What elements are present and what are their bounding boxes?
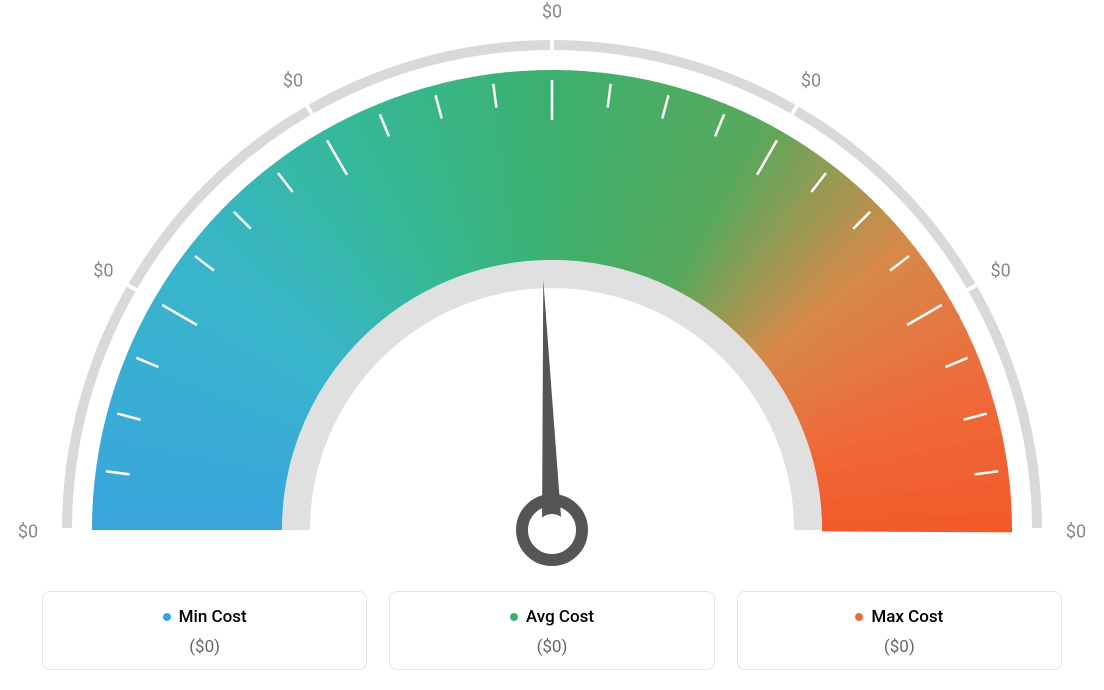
legend-dot-max (855, 613, 863, 621)
gauge-tick-label: $0 (93, 261, 113, 282)
gauge-tick-label: $0 (990, 261, 1010, 282)
legend-value-avg: ($0) (390, 637, 713, 657)
legend-label-max: Max Cost (871, 607, 943, 627)
legend-dot-avg (510, 613, 518, 621)
cost-gauge-chart: $0 $0 $0 $0 $0 $0 $0 Min Cost ($0) Avg Cost ($… (0, 0, 1104, 690)
gauge-area: $0$0$0$0$0$0$0 (42, 20, 1062, 560)
legend-title-avg: Avg Cost (510, 607, 594, 627)
gauge-tick-label: $0 (283, 71, 303, 92)
legend-label-min: Min Cost (179, 607, 247, 627)
gauge-tick-label: $0 (18, 522, 38, 543)
gauge-tick-label: $0 (801, 71, 821, 92)
legend-label-avg: Avg Cost (526, 607, 594, 627)
legend-title-min: Min Cost (163, 607, 247, 627)
legend-value-min: ($0) (43, 637, 366, 657)
legend-card-min: Min Cost ($0) (42, 591, 367, 670)
gauge-tick-label: $0 (1066, 522, 1086, 543)
gauge-tick-label: $0 (542, 2, 562, 23)
legend-dot-min (163, 613, 171, 621)
legend-card-avg: Avg Cost ($0) (389, 591, 714, 670)
legend-value-max: ($0) (738, 637, 1061, 657)
legend-card-max: Max Cost ($0) (737, 591, 1062, 670)
legend-row: Min Cost ($0) Avg Cost ($0) Max Cost ($0… (42, 591, 1062, 670)
legend-title-max: Max Cost (855, 607, 943, 627)
gauge-svg (42, 20, 1062, 580)
